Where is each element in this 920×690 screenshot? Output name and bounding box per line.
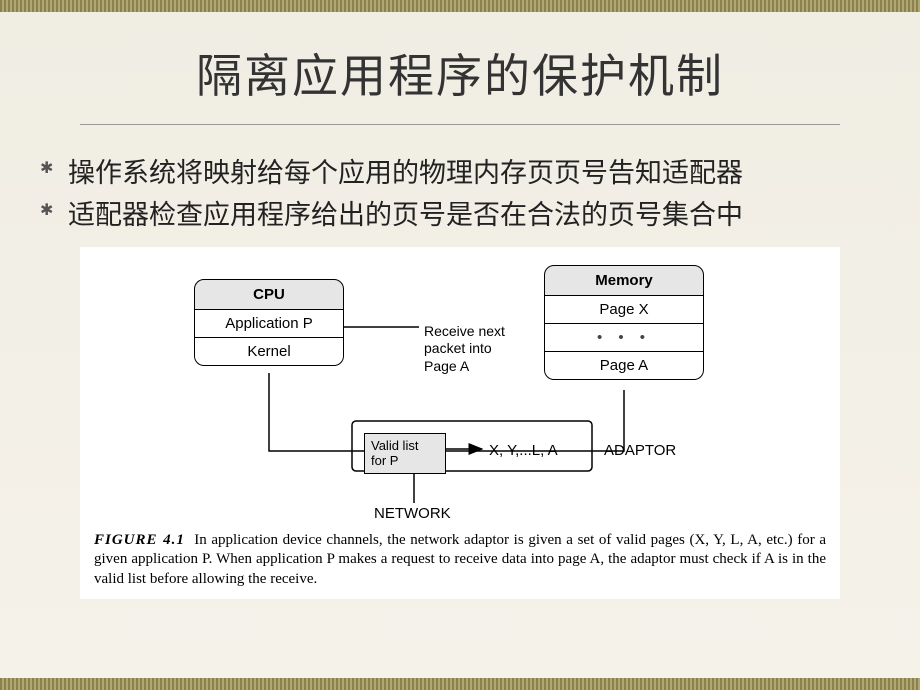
valid-list-line1: Valid list	[371, 438, 418, 453]
cpu-row: Application P	[194, 310, 344, 338]
valid-list-line2: for P	[371, 453, 398, 468]
receive-label: Receive next packet into Page A	[424, 323, 505, 376]
figure-caption: FIGURE 4.1 In application device channel…	[94, 531, 826, 590]
valid-list-node: Valid list for P	[364, 433, 446, 474]
adaptor-label: ADAPTOR	[604, 442, 676, 459]
diagram: CPU Application P Kernel Memory Page X •…	[94, 265, 826, 525]
cpu-header: CPU	[194, 279, 344, 310]
slide-top-border	[0, 0, 920, 12]
receive-l3: Page A	[424, 358, 469, 374]
bullet-list: 操作系统将映射给每个应用的物理内存页页号告知适配器 适配器检查应用程序给出的页号…	[40, 153, 920, 237]
memory-row-dots: • • •	[544, 324, 704, 352]
receive-l2: packet into	[424, 340, 492, 356]
bullet-item: 适配器检查应用程序给出的页号是否在合法的页号集合中	[40, 195, 920, 237]
slide-bottom-border	[0, 678, 920, 690]
figure-label: FIGURE 4.1	[94, 532, 185, 548]
valid-output-text: X, Y,...L, A	[489, 442, 558, 459]
receive-l1: Receive next	[424, 323, 505, 339]
memory-node: Memory Page X • • • Page A	[544, 265, 704, 380]
title-rule	[80, 124, 840, 125]
bullet-item: 操作系统将映射给每个应用的物理内存页页号告知适配器	[40, 153, 920, 195]
slide-title: 隔离应用程序的保护机制	[0, 0, 920, 106]
memory-header: Memory	[544, 265, 704, 296]
cpu-row: Kernel	[194, 338, 344, 366]
network-label: NETWORK	[374, 505, 451, 522]
figure-container: CPU Application P Kernel Memory Page X •…	[80, 247, 840, 600]
cpu-node: CPU Application P Kernel	[194, 279, 344, 366]
memory-row: Page A	[544, 352, 704, 380]
caption-text: In application device channels, the netw…	[94, 532, 826, 587]
memory-row: Page X	[544, 296, 704, 324]
